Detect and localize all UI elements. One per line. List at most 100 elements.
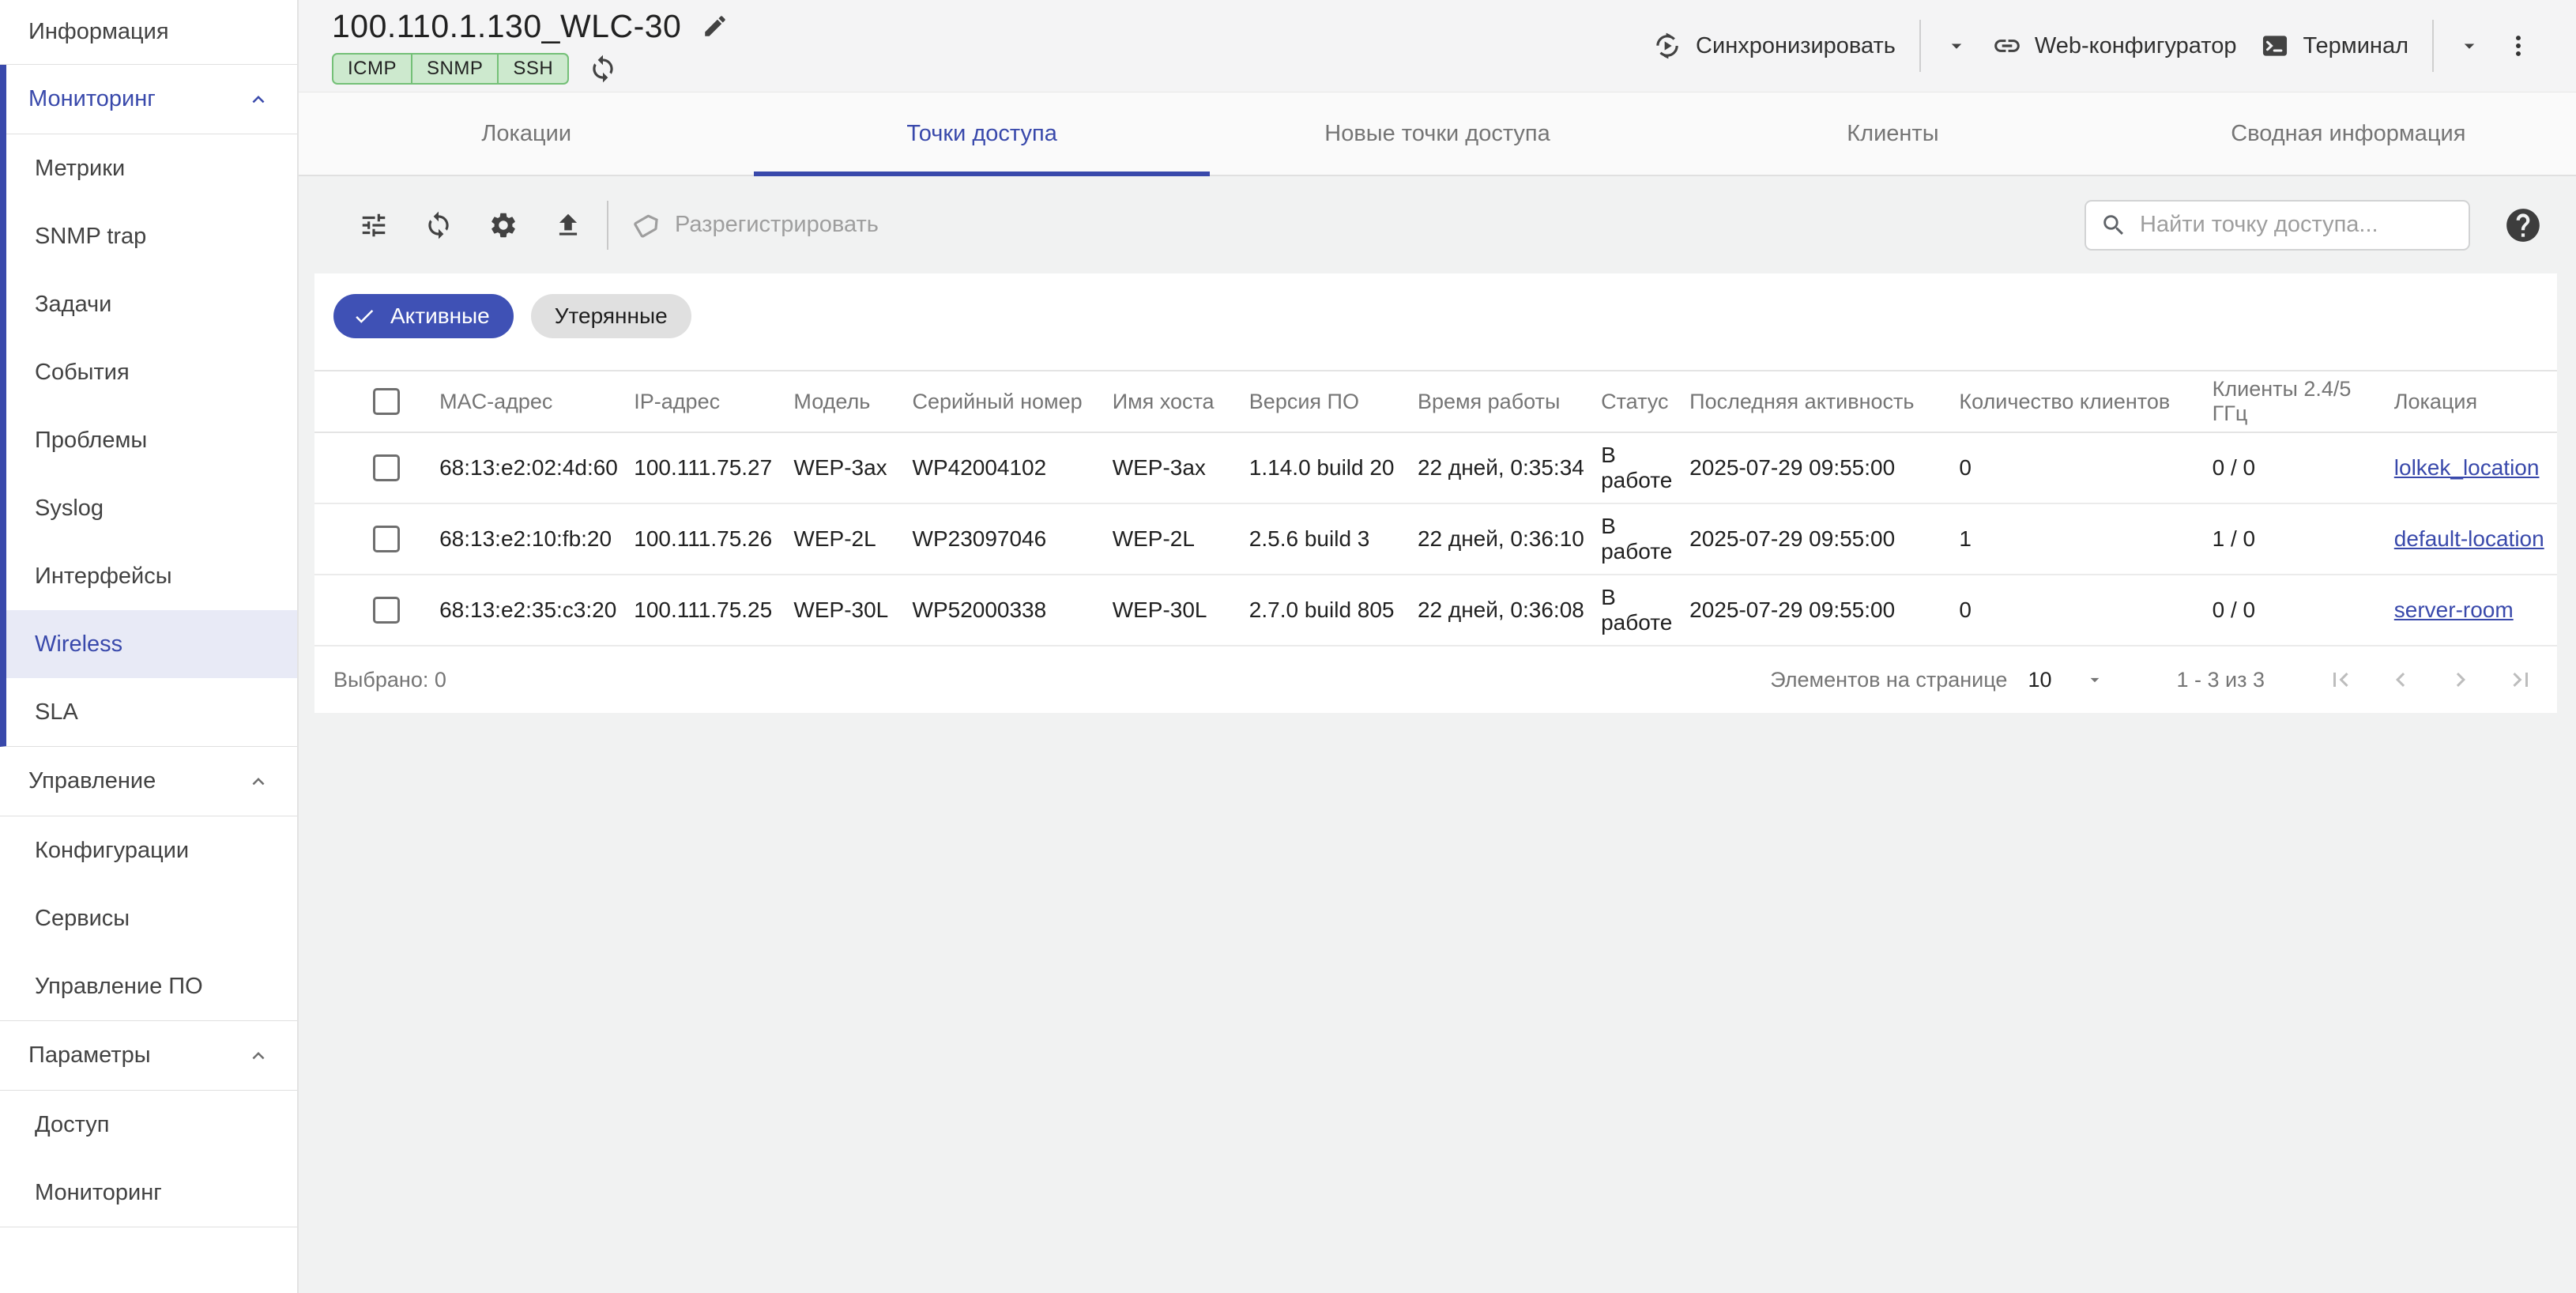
cell-clients: 0 <box>1959 575 2213 646</box>
unregister-button[interactable]: Разрегистрировать <box>632 210 879 240</box>
terminal-dropdown-button[interactable] <box>2457 34 2481 58</box>
device-title-block: 100.110.1.130_WLC-30 ICMP SNMP SSH <box>332 8 729 85</box>
tab-clients[interactable]: Клиенты <box>1665 92 2120 175</box>
cell-mac: 68:13:e2:02:4d:60 <box>439 432 635 504</box>
filter-chips: Активные Утерянные <box>314 273 2557 370</box>
cell-ip: 100.111.75.26 <box>634 503 794 575</box>
cell-uptime: 22 дней, 0:35:34 <box>1417 432 1602 504</box>
sidebar-item-access[interactable]: Доступ <box>0 1091 297 1159</box>
sidebar-item-label: Сервисы <box>35 905 130 931</box>
sidebar-section-label: Управление <box>28 768 156 794</box>
location-link[interactable]: default-location <box>2393 526 2544 551</box>
help-button[interactable] <box>2503 205 2543 245</box>
cell-last-activity: 2025-07-29 09:55:00 <box>1689 432 1960 504</box>
sidebar-item-software-management[interactable]: Управление ПО <box>0 952 297 1020</box>
last-page-button[interactable] <box>2506 665 2535 694</box>
sidebar-item-problems[interactable]: Проблемы <box>6 406 297 474</box>
sidebar-item-information[interactable]: Информация <box>0 0 297 65</box>
search-input[interactable] <box>2140 212 2454 238</box>
sidebar-item-interfaces[interactable]: Интерфейсы <box>6 542 297 610</box>
sidebar-section-header-monitoring[interactable]: Мониторинг <box>6 65 297 134</box>
row-checkbox[interactable] <box>373 597 400 624</box>
cell-model: WEP-2L <box>793 503 913 575</box>
per-page-dropdown-button[interactable] <box>2085 669 2105 690</box>
more-menu-button[interactable] <box>2505 32 2532 59</box>
web-configurator-button[interactable]: Web-конфигуратор <box>1992 31 2237 61</box>
sidebar-section-header-management[interactable]: Управление <box>0 747 297 816</box>
cell-model: WEP-30L <box>793 575 913 646</box>
synchronize-button[interactable]: Синхронизировать <box>1651 30 1896 62</box>
sidebar-item-label: SLA <box>35 699 78 725</box>
tab-label: Новые точки доступа <box>1324 120 1550 146</box>
table-row[interactable]: 68:13:e2:02:4d:60 100.111.75.27 WEP-3ax … <box>314 432 2557 504</box>
cell-mac: 68:13:e2:10:fb:20 <box>439 503 635 575</box>
tab-summary[interactable]: Сводная информация <box>2121 92 2576 175</box>
filter-columns-button[interactable] <box>359 210 389 240</box>
sidebar-item-events[interactable]: События <box>6 338 297 406</box>
prev-page-button[interactable] <box>2386 665 2415 694</box>
content-area: Активные Утерянные <box>299 273 2576 1293</box>
first-page-icon <box>2333 673 2348 687</box>
sidebar-item-label: Доступ <box>35 1111 110 1137</box>
main-area: 100.110.1.130_WLC-30 ICMP SNMP SSH <box>299 0 2576 1293</box>
sidebar-item-label: Интерфейсы <box>35 563 172 589</box>
sidebar-item-metrics[interactable]: Метрики <box>6 134 297 202</box>
sidebar-item-label: Информация <box>28 19 169 44</box>
column-header: Время работы <box>1417 370 1602 433</box>
tab-access-points[interactable]: Точки доступа <box>754 92 1211 176</box>
sidebar-section-monitoring: Мониторинг Метрики SNMP trap Задачи Собы… <box>0 65 297 747</box>
chip-active[interactable]: Активные <box>333 294 514 338</box>
selected-count: Выбрано: 0 <box>333 667 446 692</box>
first-page-button[interactable] <box>2326 665 2355 694</box>
cell-model: WEP-3ax <box>793 432 913 504</box>
chevron-left-icon <box>2396 673 2405 687</box>
sidebar-section-header-parameters[interactable]: Параметры <box>0 1021 297 1091</box>
edit-title-button[interactable] <box>702 13 729 40</box>
sidebar-item-snmp-trap[interactable]: SNMP trap <box>6 202 297 270</box>
access-points-table: MAC-адрес IP-адрес Модель Серийный номер… <box>314 370 2557 646</box>
per-page-select[interactable]: 10 <box>2028 667 2052 692</box>
chip-lost[interactable]: Утерянные <box>530 294 691 338</box>
column-header: MAC-адрес <box>439 370 635 433</box>
web-configurator-label: Web-конфигуратор <box>2034 32 2237 58</box>
row-checkbox[interactable] <box>373 526 400 552</box>
next-page-button[interactable] <box>2446 665 2475 694</box>
cell-ip: 100.111.75.27 <box>634 432 794 504</box>
sidebar-item-label: Syslog <box>35 495 104 521</box>
sidebar-item-wireless[interactable]: Wireless <box>6 610 297 678</box>
upload-button[interactable] <box>553 210 583 240</box>
cell-serial: WP42004102 <box>912 432 1113 504</box>
column-header: Модель <box>793 370 913 433</box>
terminal-label: Терминал <box>2303 32 2408 58</box>
synchronize-dropdown-button[interactable] <box>1945 34 1968 58</box>
sidebar-item-monitoring-params[interactable]: Мониторинг <box>0 1159 297 1227</box>
refresh-icon <box>428 211 449 239</box>
sync-icon <box>593 55 613 82</box>
terminal-button[interactable]: Терминал <box>2260 31 2408 61</box>
row-checkbox[interactable] <box>373 454 400 481</box>
settings-button[interactable] <box>488 210 518 240</box>
sidebar-item-syslog[interactable]: Syslog <box>6 474 297 542</box>
sidebar-item-label: Метрики <box>35 155 126 181</box>
sidebar-item-sla[interactable]: SLA <box>6 678 297 746</box>
refresh-table-button[interactable] <box>424 210 454 240</box>
tab-new-access-points[interactable]: Новые точки доступа <box>1210 92 1665 175</box>
cell-hostname: WEP-2L <box>1112 503 1249 575</box>
tab-locations[interactable]: Локации <box>299 92 754 175</box>
table-row[interactable]: 68:13:e2:10:fb:20 100.111.75.26 WEP-2L W… <box>314 503 2557 575</box>
last-page-icon <box>2513 673 2528 687</box>
location-link[interactable]: server-room <box>2393 597 2514 622</box>
cell-mac: 68:13:e2:35:c3:20 <box>439 575 635 646</box>
select-all-checkbox[interactable] <box>373 388 400 415</box>
cell-ip: 100.111.75.25 <box>634 575 794 646</box>
sidebar-item-tasks[interactable]: Задачи <box>6 270 297 338</box>
cell-last-activity: 2025-07-29 09:55:00 <box>1689 503 1960 575</box>
location-link[interactable]: lolkek_location <box>2393 455 2540 480</box>
sidebar-item-configurations[interactable]: Конфигурации <box>0 816 297 884</box>
sidebar-item-services[interactable]: Сервисы <box>0 884 297 952</box>
tab-label: Точки доступа <box>906 120 1057 146</box>
chevron-up-icon <box>252 1051 265 1059</box>
caret-down-icon <box>2091 677 2100 683</box>
table-row[interactable]: 68:13:e2:35:c3:20 100.111.75.25 WEP-30L … <box>314 575 2557 646</box>
refresh-availability-button[interactable] <box>588 54 618 84</box>
